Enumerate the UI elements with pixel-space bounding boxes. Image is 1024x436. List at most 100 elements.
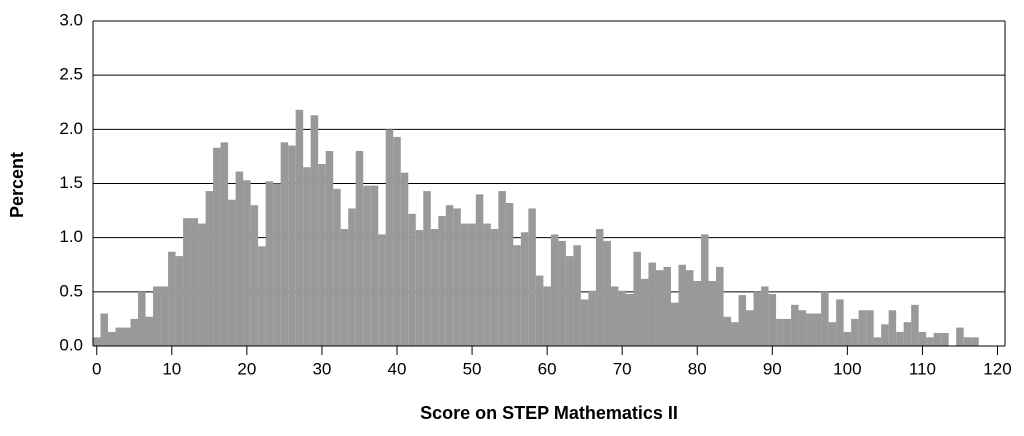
bar (911, 304, 919, 346)
bar (220, 142, 229, 346)
bar (498, 191, 506, 346)
bar (153, 286, 161, 346)
bar (228, 199, 236, 346)
y-tick-label: 2.0 (59, 119, 83, 138)
bar (100, 313, 109, 346)
y-tick-label: 1.5 (59, 173, 83, 192)
bar (655, 270, 664, 346)
bar (903, 322, 912, 346)
bar (731, 322, 739, 346)
x-tick-label: 40 (388, 359, 407, 378)
bar (205, 191, 214, 346)
bar (843, 331, 852, 346)
bar (130, 318, 139, 346)
bar (753, 291, 762, 346)
bar (475, 194, 484, 346)
x-tick-label: 90 (763, 359, 782, 378)
x-tick-label: 60 (538, 359, 557, 378)
bar (528, 208, 536, 346)
x-tick-label: 120 (983, 359, 1011, 378)
bar (505, 203, 514, 346)
bar (941, 333, 949, 346)
bar (798, 310, 807, 346)
bar (535, 275, 544, 346)
bar (273, 183, 281, 346)
x-tick-label: 110 (909, 359, 936, 378)
bar (828, 322, 837, 346)
bar (610, 286, 619, 346)
y-tick-label: 3.0 (59, 10, 83, 29)
x-tick-label: 20 (237, 359, 256, 378)
bar (618, 290, 626, 346)
x-tick-label: 0 (92, 359, 101, 378)
bar (648, 262, 656, 346)
bar (445, 205, 454, 346)
bar (400, 172, 409, 346)
bar (851, 318, 859, 346)
bar (415, 230, 424, 346)
bar (926, 337, 934, 346)
bar (708, 281, 717, 346)
x-axis-title: Score on STEP Mathematics II (420, 403, 678, 423)
bar (258, 246, 266, 346)
bar (160, 286, 169, 346)
bar (625, 294, 634, 346)
bar (333, 188, 341, 346)
bar (393, 136, 401, 346)
bar (550, 234, 559, 346)
bar (806, 313, 814, 346)
bar (670, 302, 679, 346)
bar (813, 313, 822, 346)
bar (468, 223, 476, 346)
bar (145, 316, 154, 346)
bar (663, 266, 671, 346)
bar (288, 145, 296, 346)
bar (438, 216, 446, 346)
bar (836, 299, 844, 346)
bar (138, 291, 146, 346)
bar (430, 229, 439, 346)
bar (588, 290, 596, 346)
bar (325, 151, 334, 346)
bar (746, 310, 754, 346)
bar (183, 218, 191, 346)
bar (716, 266, 724, 346)
y-axis-title: Percent (7, 152, 27, 218)
y-tick-label: 0.0 (59, 335, 83, 354)
bar (168, 251, 176, 346)
bar (213, 147, 221, 346)
bar (693, 281, 701, 346)
bar (370, 185, 379, 346)
bar (738, 295, 747, 346)
x-tick-label: 70 (613, 359, 632, 378)
bar (280, 142, 289, 346)
bar (580, 299, 589, 346)
bar (355, 151, 364, 346)
bar (250, 205, 259, 346)
bar (123, 327, 131, 346)
bar (340, 229, 349, 346)
bar (490, 229, 499, 346)
bar (573, 245, 581, 346)
x-tick-label: 80 (688, 359, 707, 378)
bar (783, 318, 792, 346)
bar (385, 129, 394, 346)
bar (640, 278, 649, 346)
bar (595, 229, 604, 346)
x-tick-label: 100 (833, 359, 861, 378)
bar (363, 185, 371, 346)
bar (543, 286, 551, 346)
bar (881, 324, 889, 346)
bar (520, 232, 529, 346)
bar (821, 291, 829, 346)
bar (378, 234, 386, 346)
bar (791, 304, 799, 346)
bar (190, 218, 199, 346)
bar (918, 331, 927, 346)
bar (93, 337, 101, 346)
bar (265, 181, 274, 346)
x-tick-label: 10 (162, 359, 181, 378)
bar (603, 240, 611, 346)
bar (768, 294, 777, 346)
